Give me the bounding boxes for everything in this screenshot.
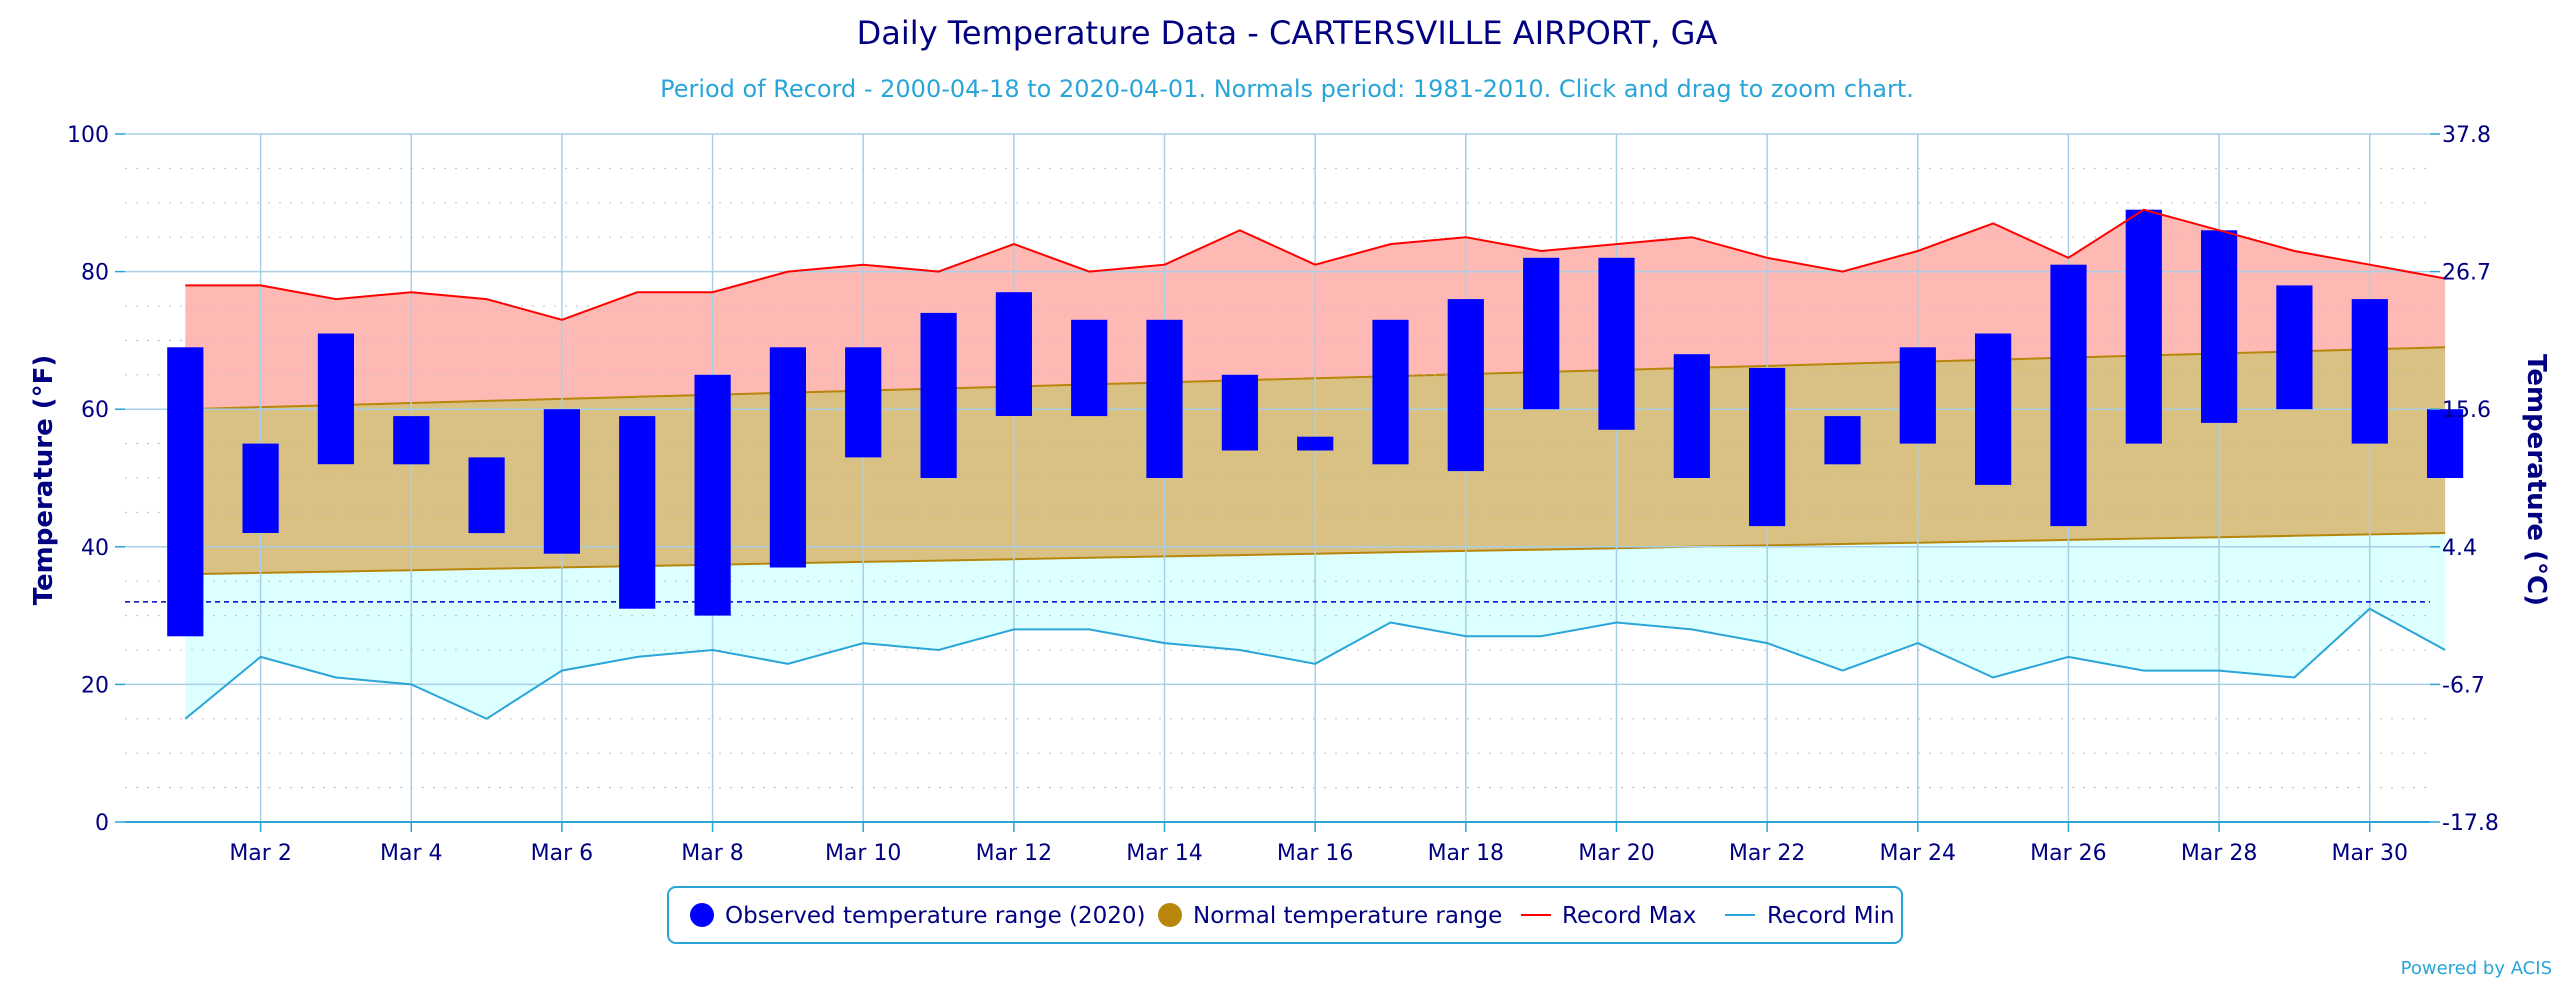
observed-bar-day-5[interactable]	[468, 457, 505, 534]
y-tick-label-right: 4.4	[2442, 536, 2477, 561]
x-tick-label: Mar 2	[229, 841, 292, 866]
x-tick-label: Mar 8	[681, 841, 744, 866]
y-tick-label-right: 37.8	[2442, 123, 2491, 148]
observed-bar-day-6[interactable]	[543, 409, 580, 554]
observed-bar-day-19[interactable]	[1523, 257, 1560, 410]
observed-bar-day-20[interactable]	[1598, 257, 1635, 430]
y-tick-label-right: -6.7	[2442, 673, 2485, 698]
legend-box	[667, 886, 1903, 944]
observed-bar-day-12[interactable]	[995, 292, 1032, 416]
observed-bar-day-10[interactable]	[845, 347, 882, 458]
observed-bar-day-26[interactable]	[2050, 264, 2087, 527]
observed-bar-day-8[interactable]	[694, 374, 731, 616]
legend-observed-label: Observed temperature range (2020)	[725, 903, 1146, 929]
x-tick-label: Mar 26	[2030, 841, 2107, 866]
record-min-line	[184, 607, 2446, 720]
legend-record-max-label: Record Max	[1562, 903, 1696, 929]
x-tick-label: Mar 10	[825, 841, 902, 866]
observed-bar-day-29[interactable]	[2276, 285, 2313, 410]
x-tick-label: Mar 18	[1428, 841, 1505, 866]
axes-layer: 0 -17.8 20 -6.7 40 4.4 60 15.6 80 26.7 100 37.8 Mar …	[67, 123, 2499, 866]
observed-bar-day-18[interactable]	[1447, 299, 1484, 472]
observed-bar-day-7[interactable]	[619, 416, 656, 609]
observed-bar-day-22[interactable]	[1749, 367, 1786, 527]
observed-bars[interactable]	[167, 209, 2464, 637]
observed-bar-day-23[interactable]	[1824, 416, 1861, 465]
x-tick-label: Mar 30	[2331, 841, 2408, 866]
y-axis-title-right: Temperature (°C)	[2521, 354, 2551, 606]
y-tick-label-left: 20	[81, 673, 109, 698]
record-lines	[184, 208, 2446, 720]
legend-item-record-max[interactable]: Record Max	[1521, 903, 1696, 929]
observed-bar-day-30[interactable]	[2351, 299, 2388, 444]
legend-item-record-min[interactable]: Record Min	[1725, 903, 1895, 929]
observed-bar-day-17[interactable]	[1372, 319, 1409, 465]
observed-bar-day-27[interactable]	[2125, 209, 2162, 444]
chart-subtitle: Period of Record - 2000-04-18 to 2020-04…	[660, 75, 1914, 103]
x-tick-label: Mar 22	[1729, 841, 1806, 866]
observed-bar-day-24[interactable]	[1899, 347, 1936, 444]
y-tick-label-right: 26.7	[2442, 261, 2491, 286]
observed-bar-day-16[interactable]	[1297, 436, 1334, 451]
x-tick-label: Mar 6	[531, 841, 594, 866]
observed-bar-day-2[interactable]	[242, 443, 279, 533]
observed-bar-day-3[interactable]	[317, 333, 354, 465]
observed-bar-day-1[interactable]	[167, 347, 204, 637]
observed-bar-day-21[interactable]	[1673, 354, 1710, 478]
observed-bar-day-9[interactable]	[769, 347, 806, 568]
y-tick-label-left: 80	[81, 261, 109, 286]
x-tick-label: Mar 4	[380, 841, 443, 866]
acis-credit-link[interactable]: Powered by ACIS	[2401, 958, 2552, 979]
legend-record-min-label: Record Min	[1767, 903, 1895, 929]
x-tick-label: Mar 16	[1277, 841, 1354, 866]
legend: Observed temperature range (2020) Normal…	[667, 886, 1903, 944]
observed-bar-day-25[interactable]	[1975, 333, 2012, 485]
observed-bar-day-31[interactable]	[2427, 409, 2464, 478]
observed-bar-day-28[interactable]	[2201, 230, 2238, 423]
observed-bar-day-14[interactable]	[1146, 319, 1183, 478]
legend-item-normal[interactable]: Normal temperature range	[1158, 903, 1502, 929]
legend-observed-marker	[690, 903, 714, 927]
chart-title: Daily Temperature Data - CARTERSVILLE AI…	[857, 14, 1718, 52]
observed-bar-day-13[interactable]	[1071, 319, 1108, 417]
x-tick-label: Mar 12	[976, 841, 1053, 866]
x-tick-label: Mar 20	[1578, 841, 1655, 866]
observed-bar-day-15[interactable]	[1221, 374, 1258, 451]
x-tick-label: Mar 24	[1880, 841, 1957, 866]
legend-item-observed[interactable]: Observed temperature range (2020)	[690, 903, 1146, 929]
observed-bar-day-11[interactable]	[920, 312, 957, 478]
legend-normal-label: Normal temperature range	[1193, 903, 1502, 929]
y-tick-label-right: 15.6	[2442, 398, 2491, 423]
x-tick-label: Mar 28	[2181, 841, 2258, 866]
legend-normal-marker	[1158, 903, 1182, 927]
y-tick-label-right: -17.8	[2442, 811, 2499, 836]
y-tick-label-left: 60	[81, 398, 109, 423]
record-max-line	[185, 208, 2446, 321]
y-tick-label-left: 100	[67, 123, 109, 148]
y-tick-label-left: 40	[81, 536, 109, 561]
y-tick-label-left: 0	[95, 811, 109, 836]
x-tick-label: Mar 14	[1126, 841, 1203, 866]
observed-bar-day-4[interactable]	[393, 416, 430, 465]
y-axis-title-left: Temperature (°F)	[29, 355, 59, 606]
